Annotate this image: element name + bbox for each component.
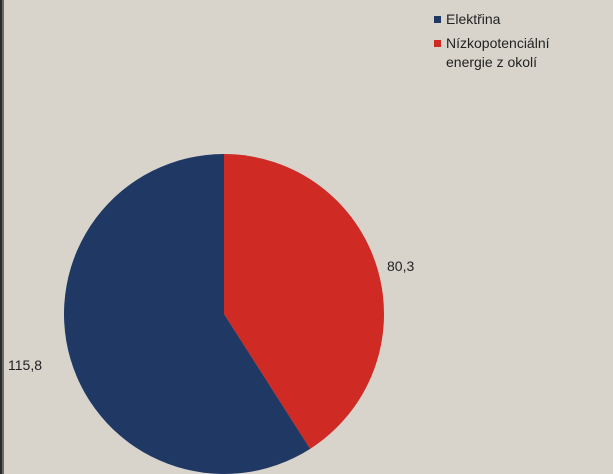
legend-item-electricity: Elektřina [434,10,613,29]
data-label-electricity: 115,8 [8,357,42,373]
pie-slice-ambient-energy [224,154,384,449]
legend-item-ambient-energy: Nízkopotenciální energie z okolí [434,34,613,72]
window-edge [0,0,4,474]
legend-swatch-electricity [434,16,441,23]
chart-legend: Elektřina Nízkopotenciální energie z oko… [434,10,613,77]
data-label-ambient-energy: 80,3 [387,258,415,274]
pie-slice-electricity [64,154,311,474]
legend-label-ambient-energy: Nízkopotenciální energie z okolí [446,35,550,70]
legend-swatch-ambient-energy [434,40,441,47]
legend-label-electricity: Elektřina [446,11,501,27]
